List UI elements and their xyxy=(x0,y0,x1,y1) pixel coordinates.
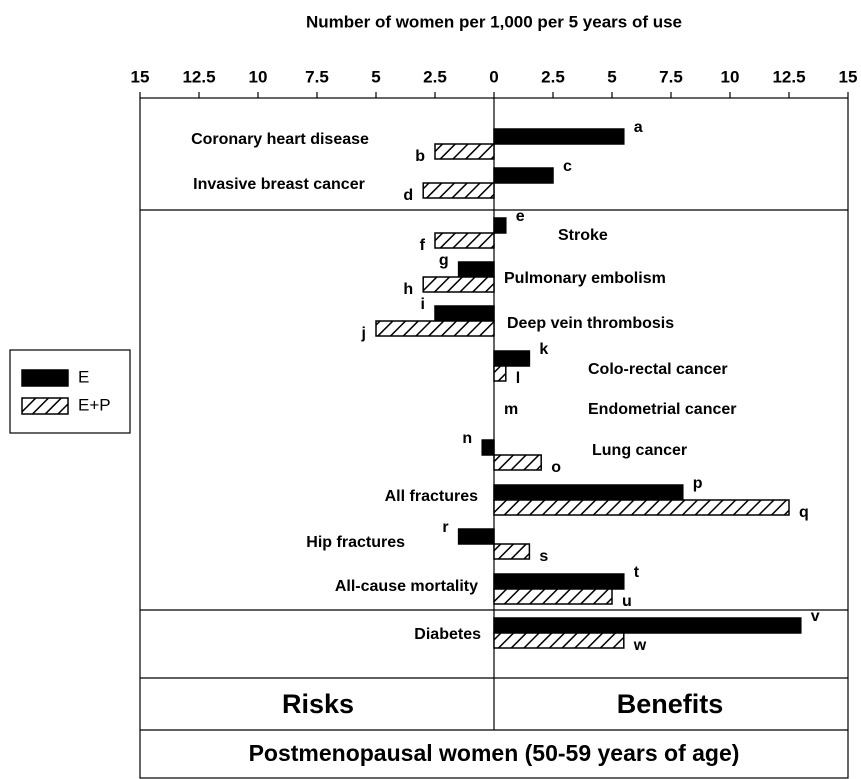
bar xyxy=(434,305,495,322)
x-tick-label: 12.5 xyxy=(772,67,805,86)
bar-letter: n xyxy=(462,430,472,447)
bar xyxy=(434,232,495,249)
category-label: Stroke xyxy=(558,227,608,244)
bar xyxy=(457,528,495,545)
bar xyxy=(434,143,495,160)
legend-swatch xyxy=(21,369,69,387)
category-label: All-cause mortality xyxy=(335,578,478,595)
bar-letter: e xyxy=(516,208,525,225)
bar-letter: v xyxy=(811,608,820,625)
bar-letter: m xyxy=(504,401,518,418)
x-tick-label: 0 xyxy=(489,67,498,86)
bar xyxy=(493,484,684,501)
x-tick-label: 12.5 xyxy=(182,67,215,86)
bar-letter: t xyxy=(634,564,640,581)
category-label: Invasive breast cancer xyxy=(193,176,365,193)
bar xyxy=(375,320,495,337)
bar-letter: b xyxy=(415,148,425,165)
bar-letter: o xyxy=(551,459,561,476)
benefits-label: Benefits xyxy=(617,689,724,719)
risks-label: Risks xyxy=(282,689,354,719)
bar-letter: g xyxy=(439,252,449,269)
category-label: Endometrial cancer xyxy=(588,401,737,418)
bar xyxy=(493,588,613,605)
x-tick-label: 7.5 xyxy=(659,67,683,86)
category-label: Hip fractures xyxy=(306,534,405,551)
bar xyxy=(493,632,625,649)
x-tick-label: 2.5 xyxy=(423,67,447,86)
bar xyxy=(422,182,495,199)
x-axis-title: Number of women per 1,000 per 5 years of… xyxy=(306,12,682,31)
x-tick-label: 10 xyxy=(249,67,268,86)
bar xyxy=(493,499,790,516)
legend-label: E xyxy=(78,367,89,386)
category-label: Pulmonary embolism xyxy=(504,270,666,287)
category-label: Diabetes xyxy=(414,626,481,643)
bar-letter: p xyxy=(693,475,703,492)
bar-letter: k xyxy=(539,341,548,358)
bar xyxy=(481,439,495,456)
bar-letter: h xyxy=(403,281,413,298)
bar-letter: s xyxy=(539,548,548,565)
category-label: All fractures xyxy=(385,488,478,505)
bar-letter: i xyxy=(421,296,425,313)
bar-letter: c xyxy=(563,158,572,175)
x-tick-label: 10 xyxy=(721,67,740,86)
bar-letter: d xyxy=(403,187,413,204)
bar-letter: a xyxy=(634,119,643,136)
bar xyxy=(422,276,495,293)
x-tick-label: 2.5 xyxy=(541,67,565,86)
legend-box xyxy=(9,349,131,434)
legend-swatch xyxy=(21,397,69,415)
bar xyxy=(493,128,625,145)
category-label: Colo-rectal cancer xyxy=(588,361,728,378)
category-label: Lung cancer xyxy=(592,442,687,459)
x-tick-label: 7.5 xyxy=(305,67,329,86)
bar-letter: j xyxy=(361,325,366,342)
bar-letter: q xyxy=(799,504,809,521)
chart-title: Postmenopausal women (50-59 years of age… xyxy=(249,740,740,766)
bar xyxy=(493,543,531,560)
bar xyxy=(457,261,495,278)
x-tick-label: 5 xyxy=(371,67,380,86)
x-tick-label: 5 xyxy=(607,67,616,86)
x-tick-label: 15 xyxy=(839,67,858,86)
category-label: Coronary heart disease xyxy=(191,131,369,148)
legend-label: E+P xyxy=(78,395,111,414)
x-tick-label: 15 xyxy=(131,67,150,86)
bar xyxy=(493,217,507,234)
category-label: Deep vein thrombosis xyxy=(507,315,674,332)
bar xyxy=(493,573,625,590)
bar-letter: f xyxy=(420,237,426,254)
bar xyxy=(493,617,802,634)
bar xyxy=(493,365,507,382)
bar xyxy=(493,167,554,184)
bar xyxy=(493,454,542,471)
bar-letter: u xyxy=(622,593,632,610)
bar-letter: r xyxy=(442,519,448,536)
bar xyxy=(493,350,531,367)
bar-letter: w xyxy=(633,637,647,654)
bar-letter: l xyxy=(516,370,520,387)
